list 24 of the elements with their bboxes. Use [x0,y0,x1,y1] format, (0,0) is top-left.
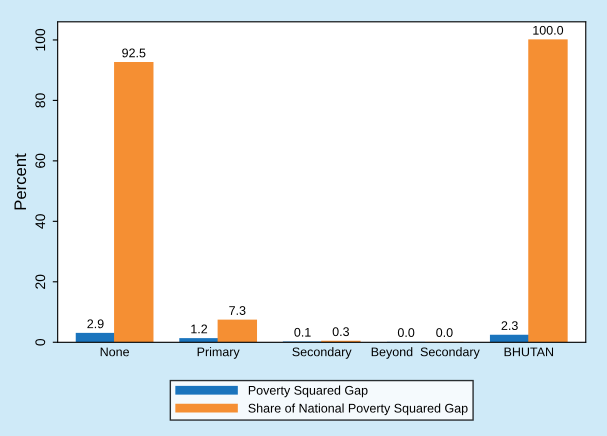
x-tick-label: Primary [198,347,240,359]
y-tick-label: 40 [35,214,46,229]
data-label: 2.3 [502,321,518,330]
x-tick-label: None [100,348,130,356]
data-label: 7.3 [229,306,246,315]
legend-label: Poverty Squared Gap [248,386,368,398]
y-tick-label: 80 [35,93,46,108]
data-label: 0.0 [436,328,453,338]
data-label: 1.2 [191,324,208,334]
data-label: 0.3 [332,327,350,336]
y-tick-label: 60 [35,154,46,168]
data-label: 100.0 [533,26,564,35]
x-tick-label: Beyond Secondary [372,347,480,359]
legend-label: Share of National Poverty Squared Gap [248,403,468,416]
x-tick-label: Secondary [292,347,352,359]
data-label: 92.5 [122,48,146,58]
data-label: 2.9 [87,319,104,328]
data-label: 0.0 [398,328,414,338]
y-tick-label: 20 [35,274,46,289]
y-axis-title: Percent [14,153,26,210]
y-tick-label: 0 [35,338,46,346]
data-label: 0.1 [294,328,311,337]
x-tick-label: BHUTAN [504,348,554,356]
y-tick-label: 100 [35,28,46,50]
